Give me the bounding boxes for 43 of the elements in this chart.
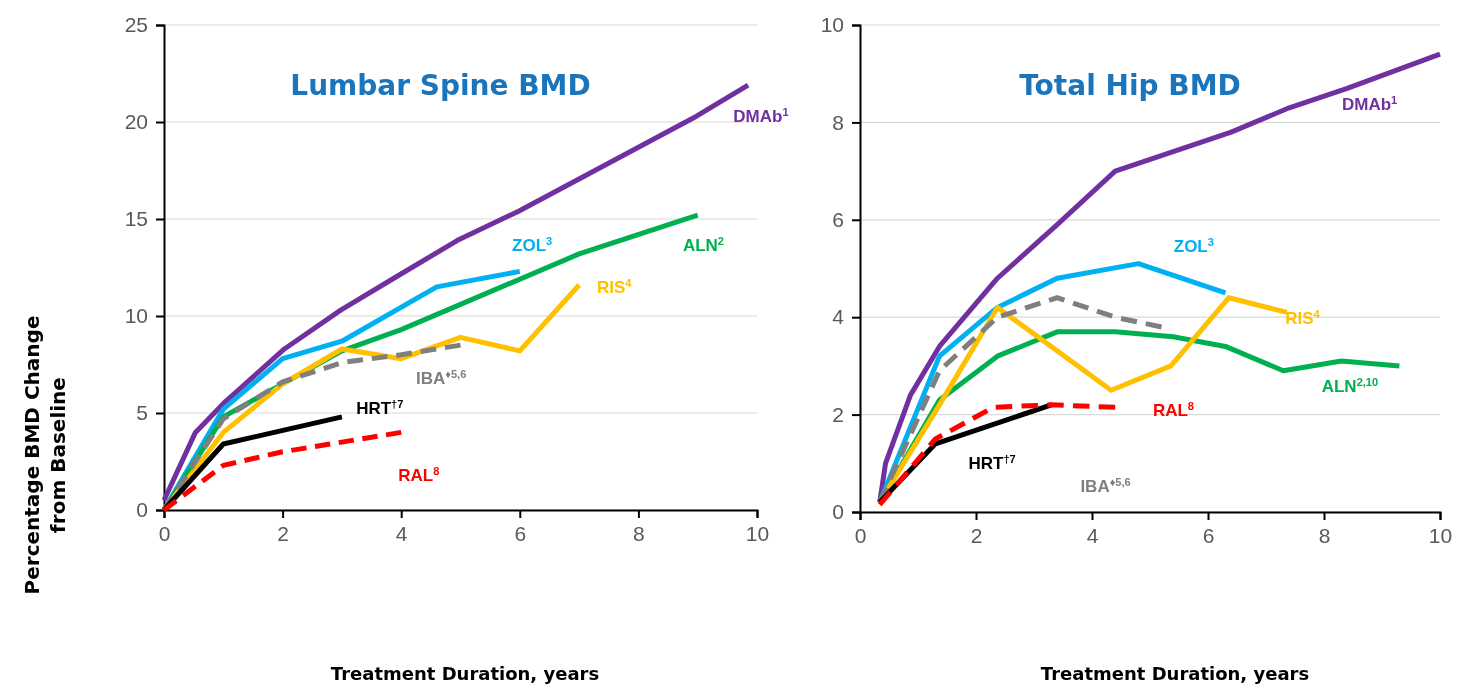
y-tick-label: 10 bbox=[820, 13, 844, 37]
y-tick-label: 25 bbox=[124, 13, 148, 37]
y-tick-label: 5 bbox=[136, 401, 148, 425]
y-tick-label: 0 bbox=[832, 500, 844, 524]
series-label: ZOL$^{3}$ bbox=[512, 235, 553, 256]
series-label: DMAb$^{1}$ bbox=[1341, 94, 1398, 115]
text: Lumbar Spine BMD bbox=[290, 69, 591, 102]
y-tick-label: 0 bbox=[136, 498, 148, 522]
x-axis-title: Treatment Duration, years bbox=[1040, 663, 1310, 684]
x-tick-label: 10 bbox=[745, 521, 770, 545]
series-label: RIS$^{4}$ bbox=[596, 277, 633, 298]
series-label: RIS$^{4}$ bbox=[1285, 308, 1321, 329]
y-tick-label: 20 bbox=[124, 110, 148, 134]
x-tick-label: 6 bbox=[1202, 523, 1215, 547]
y-tick-label: 4 bbox=[832, 305, 845, 329]
text: RAL$^{8}$ bbox=[1152, 400, 1195, 421]
x-tick-label: 8 bbox=[633, 521, 645, 545]
x-tick-label: 2 bbox=[970, 523, 983, 547]
y-tick-label: 2 bbox=[832, 402, 844, 426]
x-tick-label: 2 bbox=[277, 521, 289, 545]
text: IBA$^{♦5,6}$ bbox=[1080, 476, 1131, 497]
series-label: HRT$^{†7}$ bbox=[356, 397, 404, 418]
x-tick-label: 6 bbox=[514, 521, 527, 545]
y-tick-label: 15 bbox=[124, 207, 148, 231]
y-tick-label: 10 bbox=[124, 304, 148, 328]
x-tick-label: 0 bbox=[854, 523, 867, 547]
series-label: ALN$^{2}$ bbox=[682, 235, 724, 256]
x-tick-label: 8 bbox=[1318, 523, 1331, 547]
y-tick-label: 6 bbox=[832, 208, 844, 232]
series-label: ZOL$^{3}$ bbox=[1173, 235, 1214, 256]
text: Total Hip BMD bbox=[1019, 69, 1241, 102]
x-axis-title: Treatment Duration, years bbox=[330, 663, 600, 684]
x-tick-label: 4 bbox=[395, 521, 408, 545]
series-label: RAL$^{8}$ bbox=[398, 464, 440, 485]
series-label: DMAb$^{1}$ bbox=[733, 106, 789, 126]
y-tick-label: 8 bbox=[832, 110, 844, 134]
series-label: HRT$^{†7}$ bbox=[968, 453, 1016, 474]
series-label: ALN$^{2,10}$ bbox=[1321, 376, 1379, 397]
x-tick-label: 0 bbox=[158, 521, 171, 545]
x-tick-label: 10 bbox=[1428, 523, 1453, 547]
series-label: IBA$^{♦5,6}$ bbox=[416, 368, 467, 389]
x-tick-label: 4 bbox=[1086, 523, 1099, 547]
y-axis-title: Percentage BMD Change from Baseline bbox=[20, 315, 70, 595]
